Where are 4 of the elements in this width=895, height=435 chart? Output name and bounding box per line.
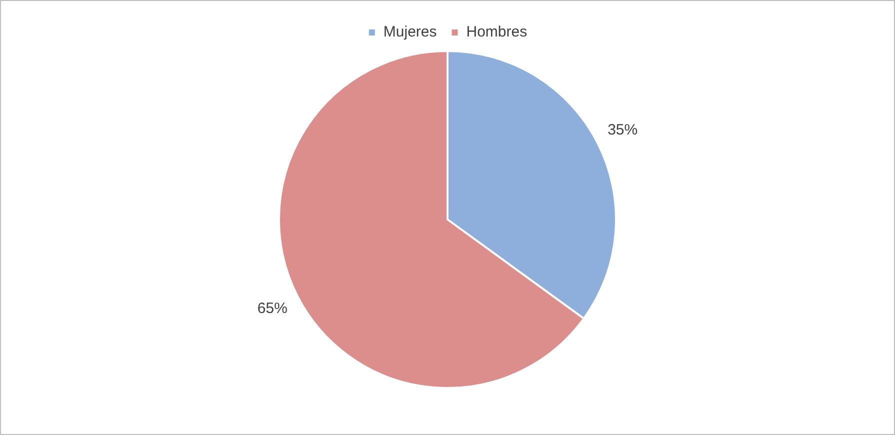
data-label: 35% xyxy=(608,121,638,138)
legend-label: Hombres xyxy=(466,24,528,41)
data-label: 65% xyxy=(257,300,288,317)
legend-label: Mujeres xyxy=(383,24,437,41)
